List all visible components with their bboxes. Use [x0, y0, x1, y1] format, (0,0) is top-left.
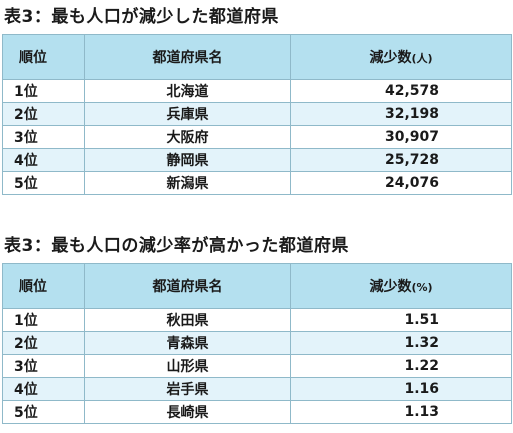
prefecture-cell: 静岡県: [84, 148, 291, 172]
prefecture-cell: 新潟県: [84, 171, 291, 195]
table-row: 4位 岩手県 1.16: [2, 377, 512, 401]
value-cell: 24,076: [290, 171, 512, 195]
table-header-row: 順位 都道府県名 減少数(%): [2, 263, 512, 309]
prefecture-cell: 長崎県: [84, 400, 291, 424]
value-header-label: 減少数: [369, 50, 412, 66]
rank-cell: 3位: [2, 125, 85, 149]
table-row: 2位 青森県 1.32: [2, 331, 512, 355]
rank-cell: 4位: [2, 377, 85, 401]
table2-section: 表3：最も人口の減少率が高かった都道府県 順位 都道府県名 減少数(%) 1位 …: [0, 229, 513, 424]
prefecture-cell: 北海道: [84, 79, 291, 103]
prefecture-cell: 山形県: [84, 354, 291, 378]
rank-cell: 5位: [2, 171, 85, 195]
table2-title: 表3：最も人口の減少率が高かった都道府県: [4, 236, 349, 256]
table-row: 5位 長崎県 1.13: [2, 400, 512, 424]
prefecture-cell: 秋田県: [84, 308, 291, 332]
table-row: 4位 静岡県 25,728: [2, 148, 512, 172]
value-cell: 42,578: [290, 79, 512, 103]
rank-cell: 1位: [2, 308, 85, 332]
rank-cell: 2位: [2, 102, 85, 126]
table-row: 2位 兵庫県 32,198: [2, 102, 512, 126]
table-row: 1位 秋田県 1.51: [2, 308, 512, 332]
prefecture-header: 都道府県名: [84, 34, 291, 80]
table-row: 3位 大阪府 30,907: [2, 125, 512, 149]
rank-cell: 3位: [2, 354, 85, 378]
value-cell: 1.16: [290, 377, 512, 401]
table1-section: 表3：最も人口が減少した都道府県 順位 都道府県名 減少数(人) 1位 北海道 …: [0, 0, 513, 195]
value-cell: 1.13: [290, 400, 512, 424]
rank-cell: 5位: [2, 400, 85, 424]
population-decrease-rate-table: 順位 都道府県名 減少数(%) 1位 秋田県 1.51 2位 青森県 1.32 …: [2, 263, 512, 424]
table-header-row: 順位 都道府県名 減少数(人): [2, 34, 512, 80]
value-cell: 1.32: [290, 331, 512, 355]
value-cell: 1.22: [290, 354, 512, 378]
prefecture-header: 都道府県名: [84, 263, 291, 309]
prefecture-cell: 青森県: [84, 331, 291, 355]
rank-cell: 1位: [2, 79, 85, 103]
table-row: 3位 山形県 1.22: [2, 354, 512, 378]
value-cell: 32,198: [290, 102, 512, 126]
prefecture-cell: 岩手県: [84, 377, 291, 401]
rank-cell: 2位: [2, 331, 85, 355]
value-header: 減少数(%): [290, 263, 512, 309]
value-header-unit: (人): [411, 52, 433, 65]
rank-header: 順位: [2, 34, 85, 80]
value-header-unit: (%): [411, 281, 433, 294]
population-decrease-table: 順位 都道府県名 減少数(人) 1位 北海道 42,578 2位 兵庫県 32,…: [2, 34, 512, 195]
prefecture-cell: 兵庫県: [84, 102, 291, 126]
value-cell: 30,907: [290, 125, 512, 149]
value-cell: 25,728: [290, 148, 512, 172]
table-row: 5位 新潟県 24,076: [2, 171, 512, 195]
table1-title: 表3：最も人口が減少した都道府県: [4, 7, 279, 27]
rank-header: 順位: [2, 263, 85, 309]
rank-cell: 4位: [2, 148, 85, 172]
prefecture-cell: 大阪府: [84, 125, 291, 149]
value-header-label: 減少数: [369, 279, 412, 295]
value-header: 減少数(人): [290, 34, 512, 80]
table-row: 1位 北海道 42,578: [2, 79, 512, 103]
value-cell: 1.51: [290, 308, 512, 332]
